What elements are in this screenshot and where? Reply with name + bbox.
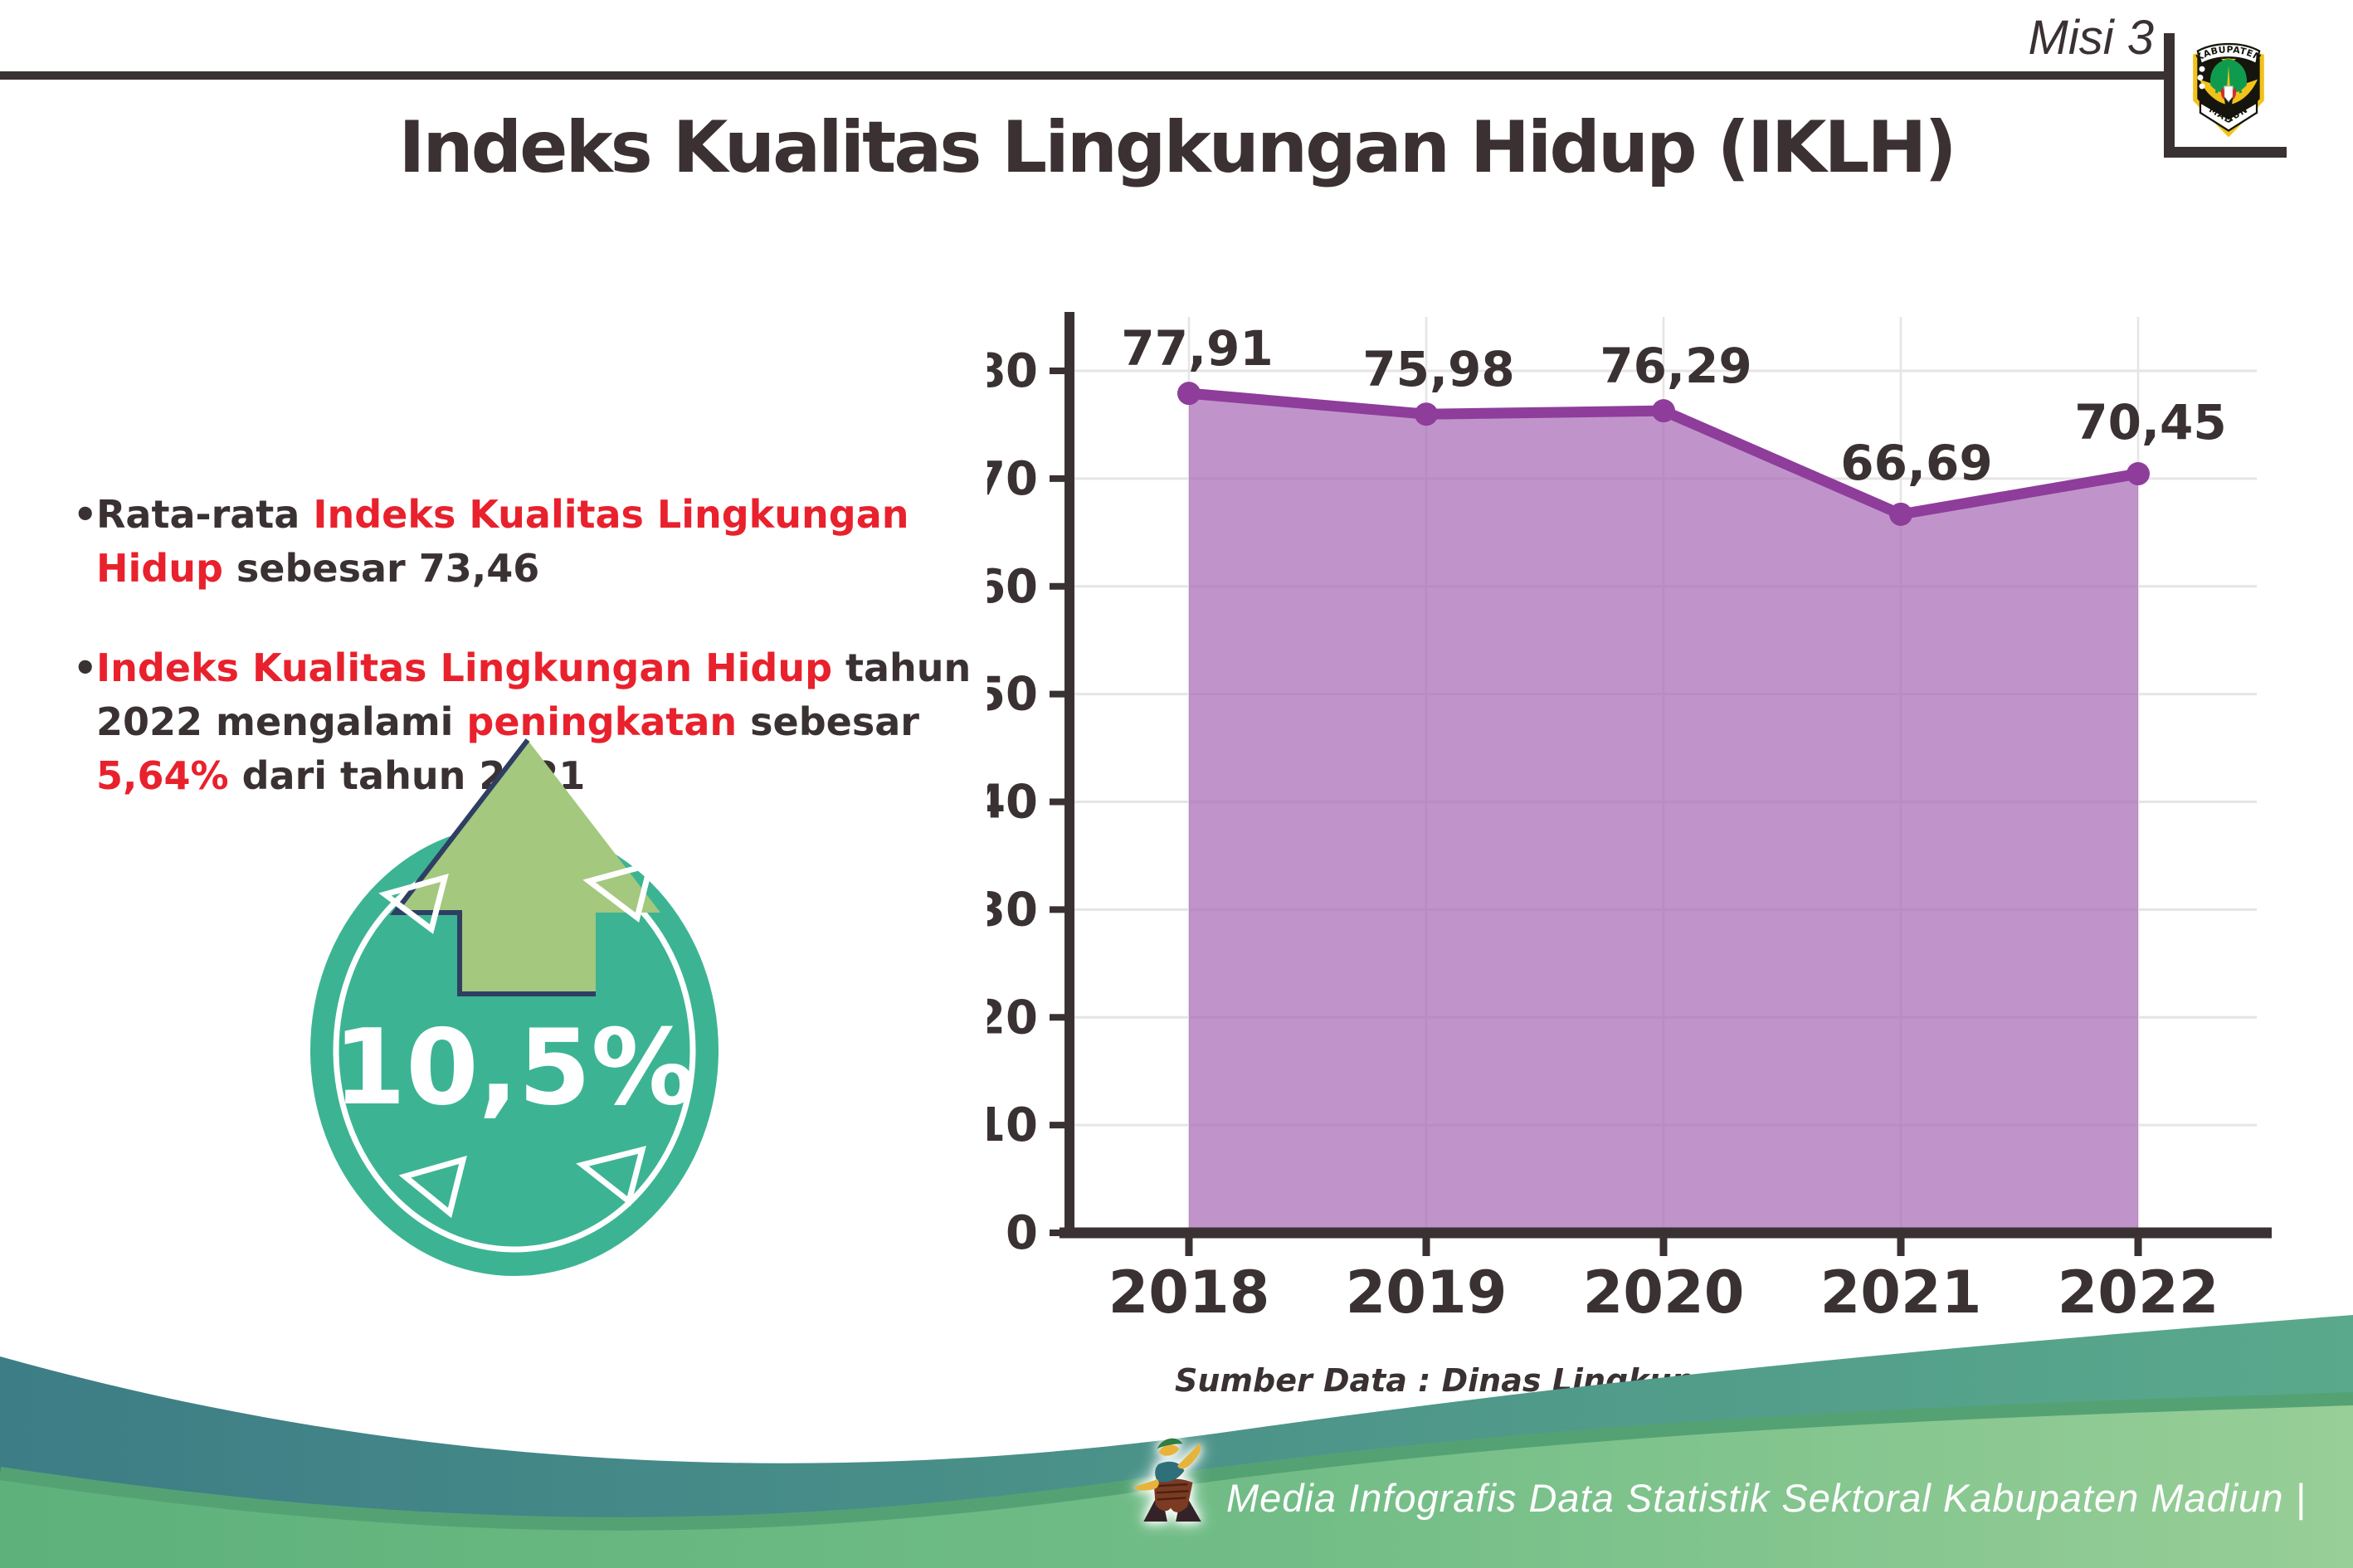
x-axis-label: 2022 bbox=[2058, 1259, 2219, 1327]
area-fill bbox=[1189, 393, 2138, 1233]
bullet-text-segment: tahun 2022 mengalami bbox=[96, 645, 972, 744]
bullet-item: • Indeks Kualitas Lingkungan Hidup tahun … bbox=[73, 641, 1027, 804]
data-point-label: 70,45 bbox=[2074, 394, 2226, 450]
misi-label: Misi 3 bbox=[2028, 11, 2154, 65]
crest-banner-bottom bbox=[2199, 100, 2258, 132]
x-axis-label: 2019 bbox=[1346, 1259, 1508, 1327]
data-point-marker bbox=[1177, 382, 1201, 406]
spark-triangle-icon bbox=[398, 1155, 467, 1219]
bullet-text-segment: 5,64% bbox=[96, 753, 229, 799]
iklh-chart: 0 10 20 30 40 50 60 70 80 77,91 2018 75,98 2019 76,29… bbox=[987, 312, 2272, 1327]
footer-caption: Media Infografis Data Statistik Sektoral… bbox=[1226, 1476, 2307, 1520]
data-point-label: 76,29 bbox=[1600, 338, 1751, 394]
x-axis-label: 2020 bbox=[1583, 1259, 1745, 1327]
spark-triangle-icon bbox=[582, 860, 655, 923]
y-tick-label: 0 bbox=[1006, 1206, 1038, 1260]
bullet-text-segment: sebesar 73,46 bbox=[222, 546, 540, 592]
up-arrow-outline bbox=[389, 738, 596, 996]
kabupaten-madiun-crest-icon: KABUPATEN MADIUN bbox=[2193, 42, 2264, 138]
y-tick-label: 10 bbox=[987, 1098, 1038, 1152]
data-point-label: 75,98 bbox=[1362, 341, 1514, 397]
y-tick-label: 40 bbox=[987, 776, 1038, 830]
data-point-marker bbox=[1652, 399, 1675, 423]
crest-banner-top bbox=[2196, 42, 2261, 66]
y-tick-label: 80 bbox=[987, 344, 1038, 398]
y-tick-label: 20 bbox=[987, 991, 1038, 1045]
y-tick-label: 50 bbox=[987, 668, 1038, 722]
x-axis-label: 2018 bbox=[1108, 1259, 1270, 1327]
spark-triangle-icon bbox=[576, 1146, 646, 1207]
page-title: Indeks Kualitas Lingkungan Hidup (IKLH) bbox=[398, 106, 1956, 189]
x-axis-label: 2021 bbox=[1820, 1259, 1982, 1327]
bullet-text-segment: sebesar bbox=[737, 699, 919, 744]
data-point-marker bbox=[2126, 462, 2150, 486]
badge-circle bbox=[310, 825, 719, 1276]
y-tick-label: 30 bbox=[987, 883, 1038, 937]
bullet-text-segment: Indeks Kualitas Lingkungan Hidup bbox=[96, 645, 833, 690]
header-rule bbox=[0, 71, 2167, 80]
badge-value: 10,5% bbox=[333, 1006, 695, 1128]
logo-frame-vertical bbox=[2164, 33, 2175, 158]
bullet-item: • Rata-rata Indeks Kualitas Lingkungan Hi… bbox=[73, 488, 1027, 597]
logo-frame-horizontal bbox=[2164, 147, 2287, 158]
data-point-label: 77,91 bbox=[1121, 320, 1273, 377]
data-point-marker bbox=[1415, 402, 1438, 426]
data-point-label: 66,69 bbox=[1840, 435, 1992, 491]
bullet-text-segment: Indeks Kualitas Lingkungan Hidup bbox=[96, 492, 909, 592]
y-tick-label: 60 bbox=[987, 560, 1038, 614]
bullet-list: • Rata-rata Indeks Kualitas Lingkungan Hi… bbox=[73, 488, 1027, 849]
bullet-text-segment: Rata-rata bbox=[96, 492, 314, 537]
spark-triangle-icon bbox=[378, 874, 449, 934]
increase-badge: 10,5% bbox=[310, 738, 719, 1276]
bullet-text-segment: peningkatan bbox=[466, 699, 738, 744]
data-point-marker bbox=[1889, 502, 1912, 526]
bullet-dot: • bbox=[73, 492, 98, 537]
bullet-dot: • bbox=[73, 645, 98, 690]
y-tick-label: 70 bbox=[987, 452, 1038, 506]
mascot-icon bbox=[1133, 1438, 1201, 1522]
